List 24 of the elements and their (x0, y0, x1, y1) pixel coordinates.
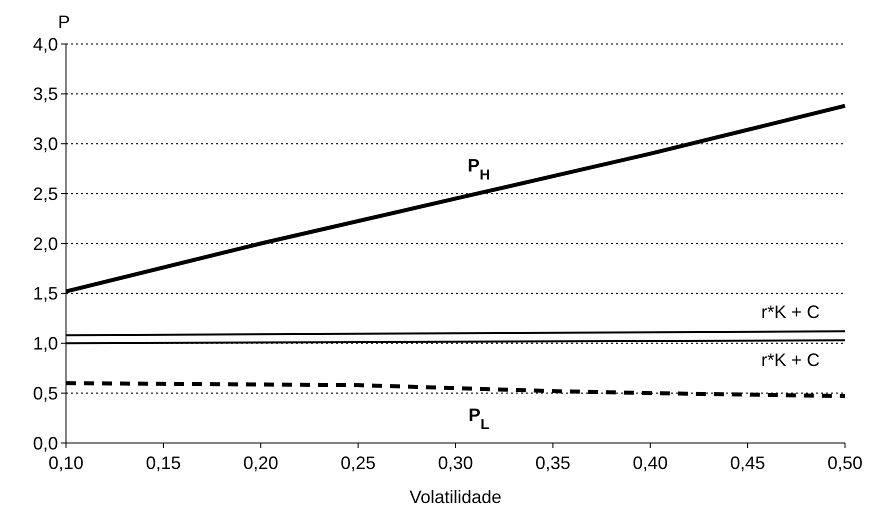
series-label: P$_{L}$ (468, 405, 490, 434)
series-label: r*K + C (761, 302, 820, 322)
y-tick-label: 2,5 (32, 184, 58, 204)
y-tick-label: 1,0 (32, 334, 58, 354)
y-tick-label: 3,5 (32, 84, 58, 104)
x-tick-label: 0,15 (146, 453, 181, 473)
x-tick-label: 0,45 (730, 453, 766, 473)
x-tick-label: 0,50 (827, 453, 863, 473)
x-tick-label: 0,10 (48, 453, 84, 473)
y-axis-title: P (58, 12, 70, 32)
y-tick-label: 3,0 (32, 134, 58, 154)
y-tick-label: 4,0 (32, 34, 58, 54)
series-label: r*K + C (761, 350, 820, 370)
y-tick-label: 1,5 (32, 284, 58, 304)
x-tick-label: 0,30 (438, 453, 474, 473)
x-tick-label: 0,35 (535, 453, 570, 473)
x-tick-label: 0,20 (243, 453, 278, 473)
y-tick-label: 2,0 (32, 234, 58, 254)
x-axis-title: Volatilidade (409, 487, 502, 507)
series-label: P$_{H}$ (468, 156, 490, 184)
x-tick-label: 0,25 (340, 453, 376, 473)
x-tick-label: 0,40 (632, 453, 668, 473)
y-tick-label: 0,0 (32, 433, 58, 454)
y-tick-label: 0,5 (32, 383, 58, 404)
